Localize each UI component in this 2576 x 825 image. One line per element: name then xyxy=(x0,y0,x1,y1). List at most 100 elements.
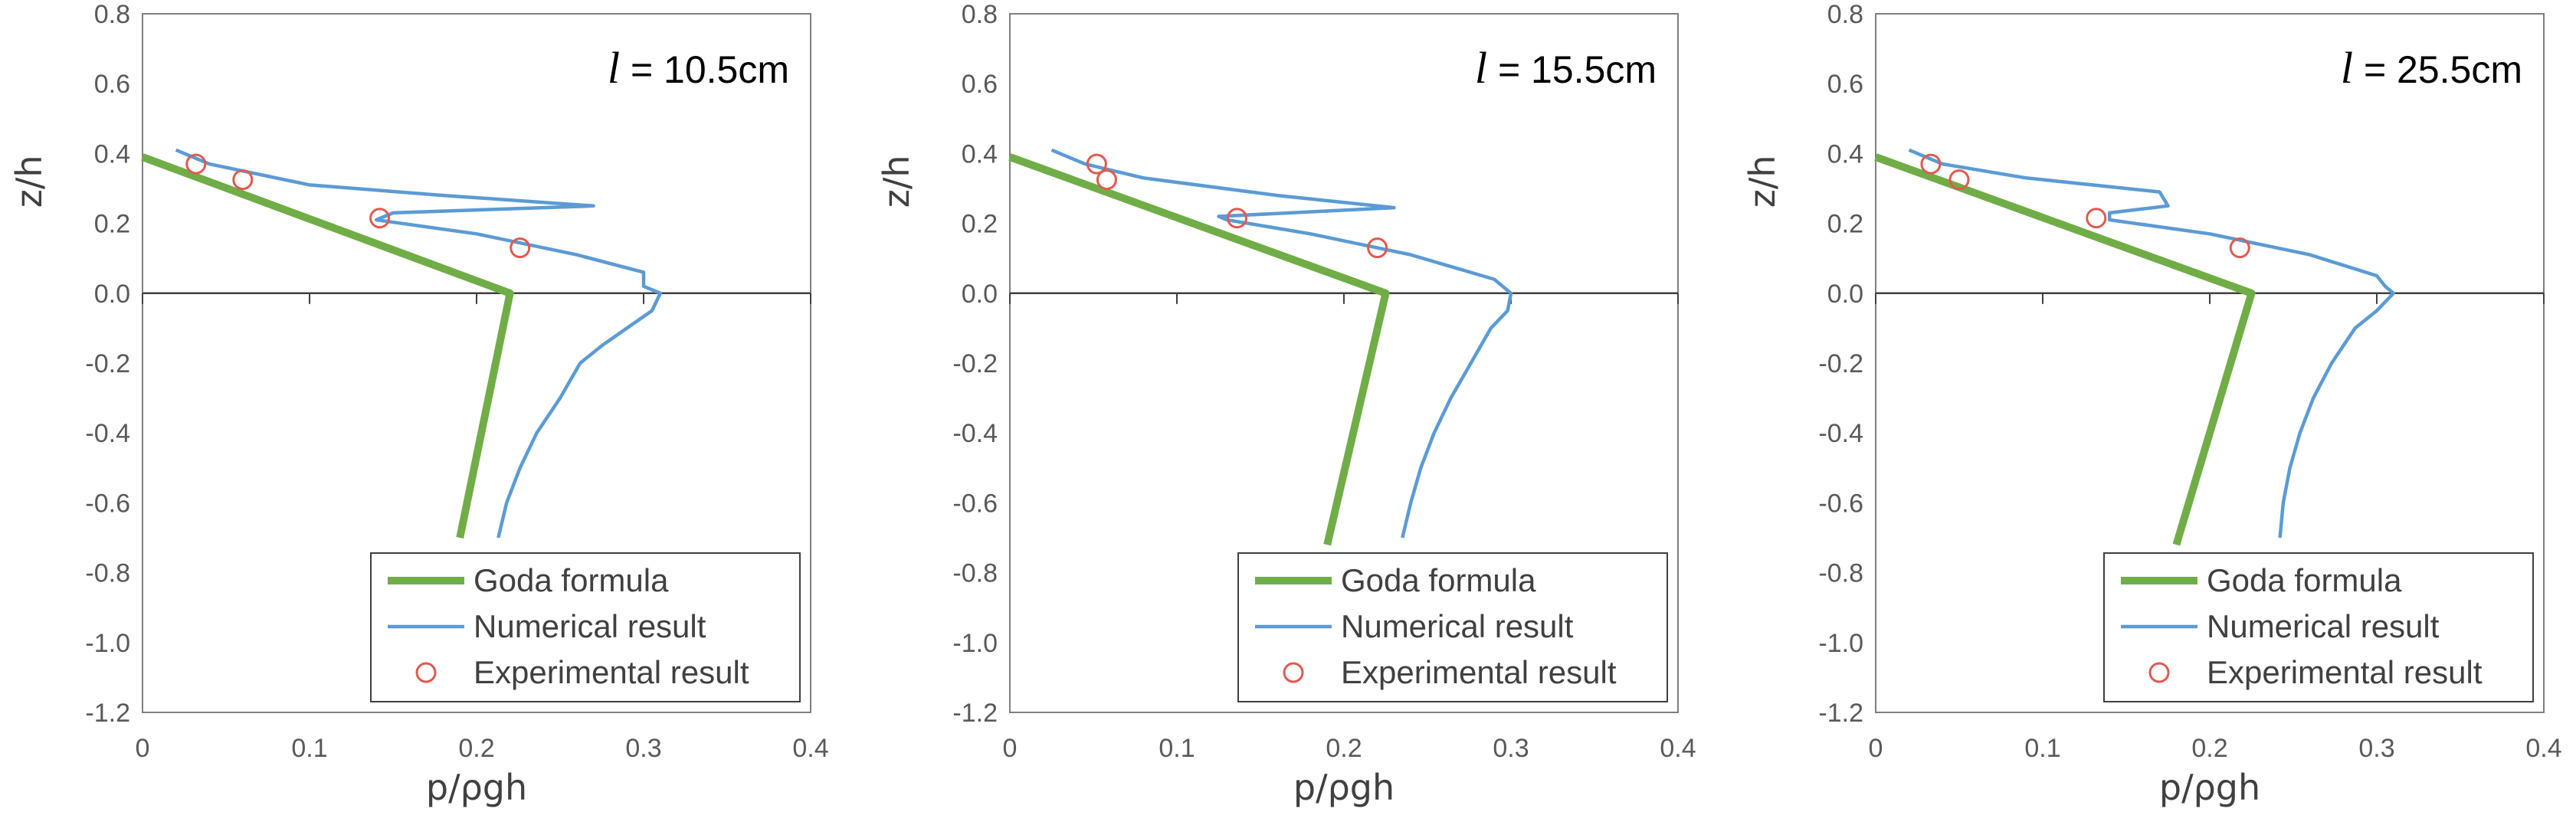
experimental-result-point xyxy=(2086,208,2107,229)
y-tick-label: -0.4 xyxy=(952,419,998,448)
legend: Goda formula Numerical result Experimental… xyxy=(1237,552,1668,702)
legend-entry-label: Numerical result xyxy=(474,608,706,644)
x-tick-label: 0.2 xyxy=(458,734,494,763)
experimental-result-point xyxy=(2229,237,2250,259)
y-axis-label: z/h xyxy=(8,155,50,208)
chart-panel-1: 0 0.1 0.2 0.3 0.4 0.8 0.6 0.4 0.2 0.0 -0.2 -0.4 -0.6… xyxy=(8,0,829,808)
experimental-result-point xyxy=(1920,153,1942,175)
length-annotation: l = 10.5cm xyxy=(608,43,789,93)
length-annotation: l = 25.5cm xyxy=(2341,43,2522,93)
y-tick-label: -0.4 xyxy=(1818,419,1863,448)
y-tick-label: -0.2 xyxy=(1818,349,1863,378)
legend-entry-label: Goda formula xyxy=(2207,562,2402,598)
y-tick-label: -1.0 xyxy=(1818,629,1863,658)
y-tick-label: -0.2 xyxy=(85,349,130,378)
x-axis-label: p/ρgh xyxy=(1293,767,1395,808)
y-tick-label: 0.6 xyxy=(1827,70,1863,99)
y-tick-label: -0.6 xyxy=(952,489,998,518)
legend-entry-label: Goda formula xyxy=(474,562,669,598)
y-tick-label: 0.0 xyxy=(962,280,998,309)
y-tick-label: -0.2 xyxy=(952,349,998,378)
legend-entry-label: Experimental result xyxy=(2207,654,2483,690)
chart-panel-3: 0 0.1 0.2 0.3 0.4 0.8 0.6 0.4 0.2 0.0 -0.2 -0.4 -0.6… xyxy=(1742,0,2562,808)
x-tick-label: 0.1 xyxy=(2024,734,2060,763)
x-tick-label: 0.3 xyxy=(2358,734,2394,763)
y-tick-label: -0.6 xyxy=(85,489,130,518)
y-tick-label: -0.6 xyxy=(1818,489,1863,518)
y-tick-label: 0.0 xyxy=(94,280,130,309)
legend-entry-label: Numerical result xyxy=(2207,608,2440,644)
legend: Goda formula Numerical result Experimental… xyxy=(2103,552,2534,702)
chart-panel-2: 0 0.1 0.2 0.3 0.4 0.8 0.6 0.4 0.2 0.0 -0.2 -0.4 -0.6… xyxy=(876,0,1696,808)
length-symbol: l xyxy=(608,43,620,93)
x-axis-label: p/ρgh xyxy=(426,767,527,808)
length-symbol: l xyxy=(2341,43,2353,93)
x-tick-label: 0.3 xyxy=(625,734,661,763)
y-tick-label: 0.4 xyxy=(1827,139,1863,169)
x-tick-label: 0.4 xyxy=(2525,734,2561,763)
x-tick-label: 0.1 xyxy=(291,734,327,763)
experimental-result-point xyxy=(185,153,207,175)
legend-entry-label: Numerical result xyxy=(1341,608,1574,644)
y-tick-label: 0.4 xyxy=(962,139,998,169)
length-value: = 25.5cm xyxy=(2353,48,2522,91)
experimental-result-point xyxy=(369,208,391,229)
y-tick-label: -0.8 xyxy=(1818,559,1863,588)
legend-marker-experimental xyxy=(1283,662,1304,683)
series-goda-formula-line xyxy=(1008,153,1390,546)
y-tick-label: -0.4 xyxy=(85,419,130,448)
x-tick-label: 0 xyxy=(1869,734,1883,763)
x-tick-label: 0.1 xyxy=(1159,734,1195,763)
series-numerical-result-line xyxy=(1050,148,1513,539)
legend-marker-experimental xyxy=(415,662,437,683)
y-tick-label: 0.2 xyxy=(94,210,130,239)
y-tick-label: -0.8 xyxy=(952,559,998,588)
x-tick-label: 0.2 xyxy=(2191,734,2227,763)
legend-entry-label: Experimental result xyxy=(1341,654,1617,690)
y-tick-label: -1.2 xyxy=(85,699,130,728)
experimental-result-point xyxy=(1367,237,1388,259)
y-tick-label: 0.2 xyxy=(1827,210,1863,239)
y-tick-label: 0.6 xyxy=(962,70,998,99)
y-tick-label: -1.2 xyxy=(952,699,998,728)
y-tick-label: -1.2 xyxy=(1818,699,1863,728)
series-goda-formula-line xyxy=(141,153,514,539)
x-tick-label: 0 xyxy=(136,734,150,763)
y-tick-label: 0.6 xyxy=(94,70,130,99)
experimental-result-point xyxy=(232,169,254,191)
series-goda-formula-line xyxy=(1874,153,2256,546)
y-tick-label: 0.4 xyxy=(94,139,130,169)
y-axis-label: z/h xyxy=(876,155,917,208)
legend: Goda formula Numerical result Experimental… xyxy=(370,552,801,702)
experimental-result-point xyxy=(1226,208,1247,229)
experimental-result-point xyxy=(1096,169,1117,191)
y-tick-label: 0.8 xyxy=(962,0,998,29)
series-numerical-result-line xyxy=(175,148,663,539)
experimental-result-point xyxy=(1948,169,1970,191)
y-tick-label: -1.0 xyxy=(85,629,130,658)
legend-entry-label: Experimental result xyxy=(474,654,749,690)
x-tick-label: 0.2 xyxy=(1326,734,1362,763)
y-tick-label: -0.8 xyxy=(85,559,130,588)
y-tick-label: 0.2 xyxy=(962,210,998,239)
x-tick-label: 0.4 xyxy=(1660,734,1696,763)
y-axis-label: z/h xyxy=(1742,155,1783,208)
x-tick-label: 0 xyxy=(1003,734,1018,763)
length-annotation: l = 15.5cm xyxy=(1475,43,1657,93)
length-symbol: l xyxy=(1475,43,1487,93)
series-numerical-result-line xyxy=(1908,148,2396,539)
length-value: = 15.5cm xyxy=(1487,48,1657,91)
experimental-result-point xyxy=(1086,153,1107,175)
length-value: = 10.5cm xyxy=(620,48,789,91)
legend-marker-experimental xyxy=(2148,662,2170,683)
y-tick-label: 0.0 xyxy=(1827,280,1863,309)
experimental-result-point xyxy=(510,237,531,259)
y-tick-label: 0.8 xyxy=(94,0,130,29)
legend-entry-label: Goda formula xyxy=(1341,562,1536,598)
x-tick-label: 0.3 xyxy=(1493,734,1529,763)
y-tick-label: -1.0 xyxy=(952,629,998,658)
x-tick-label: 0.4 xyxy=(792,734,828,763)
x-axis-label: p/ρgh xyxy=(2159,767,2260,808)
y-tick-label: 0.8 xyxy=(1827,0,1863,29)
